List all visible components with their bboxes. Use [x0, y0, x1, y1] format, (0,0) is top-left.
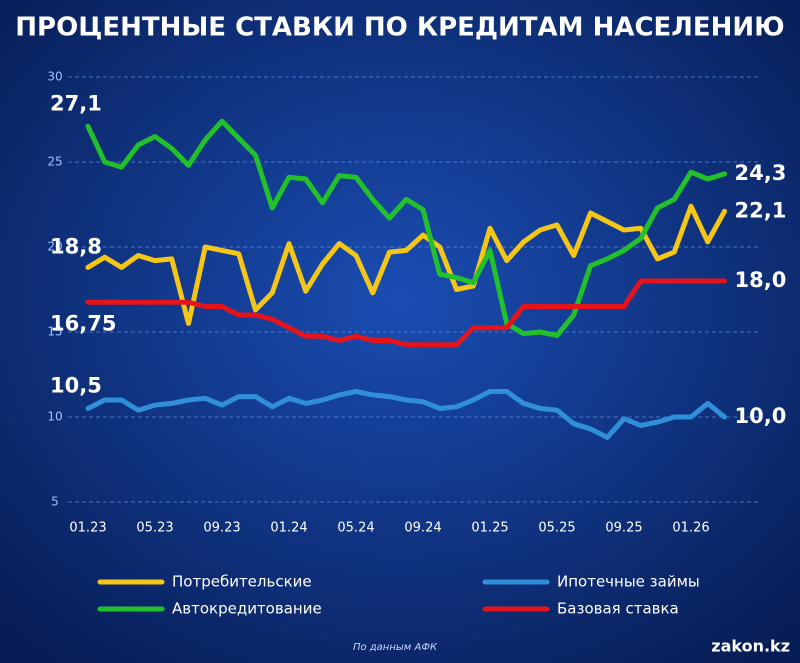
legend-label: Автокредитование — [172, 600, 322, 618]
y-tick-label: 5 — [51, 495, 59, 509]
x-tick-label: 05.23 — [136, 521, 173, 536]
x-tick-label: 01.23 — [69, 521, 106, 536]
start-label: 16,75 — [50, 311, 116, 335]
y-tick-label: 25 — [47, 155, 62, 169]
series-line — [85, 278, 727, 348]
legend-label: Базовая ставка — [557, 600, 679, 618]
x-tick-label: 01.25 — [471, 521, 508, 536]
chart-title: ПРОЦЕНТНЫЕ СТАВКИ ПО КРЕДИТАМ НАСЕЛЕНИЮ — [15, 13, 784, 43]
x-tick-label: 09.23 — [203, 521, 240, 536]
x-tick-label: 05.25 — [538, 521, 575, 536]
legend-label: Ипотечные займы — [557, 573, 700, 591]
y-tick-label: 15 — [47, 325, 62, 339]
brand: zakon.kz — [711, 637, 790, 656]
legend-label: Потребительские — [172, 573, 312, 591]
end-label: 10,0 — [735, 404, 787, 428]
x-tick-label: 09.25 — [605, 521, 642, 536]
end-label: 24,3 — [735, 161, 787, 185]
x-tick-label: 01.26 — [672, 521, 709, 536]
start-label: 27,1 — [50, 91, 102, 115]
y-tick-label: 20 — [47, 240, 62, 254]
y-tick-label: 30 — [47, 70, 62, 84]
start-label: 10,5 — [50, 374, 102, 398]
start-label: 18,8 — [50, 234, 102, 258]
x-tick-label: 05.24 — [337, 521, 374, 536]
series-line — [85, 389, 727, 440]
end-label: 18,0 — [735, 268, 787, 292]
series-line — [85, 118, 727, 338]
end-label: 22,1 — [735, 198, 787, 222]
x-tick-label: 09.24 — [404, 521, 441, 536]
series-line — [85, 203, 727, 326]
x-tick-label: 01.24 — [270, 521, 307, 536]
source: По данным АФК — [353, 642, 438, 653]
y-tick-label: 10 — [47, 410, 62, 424]
